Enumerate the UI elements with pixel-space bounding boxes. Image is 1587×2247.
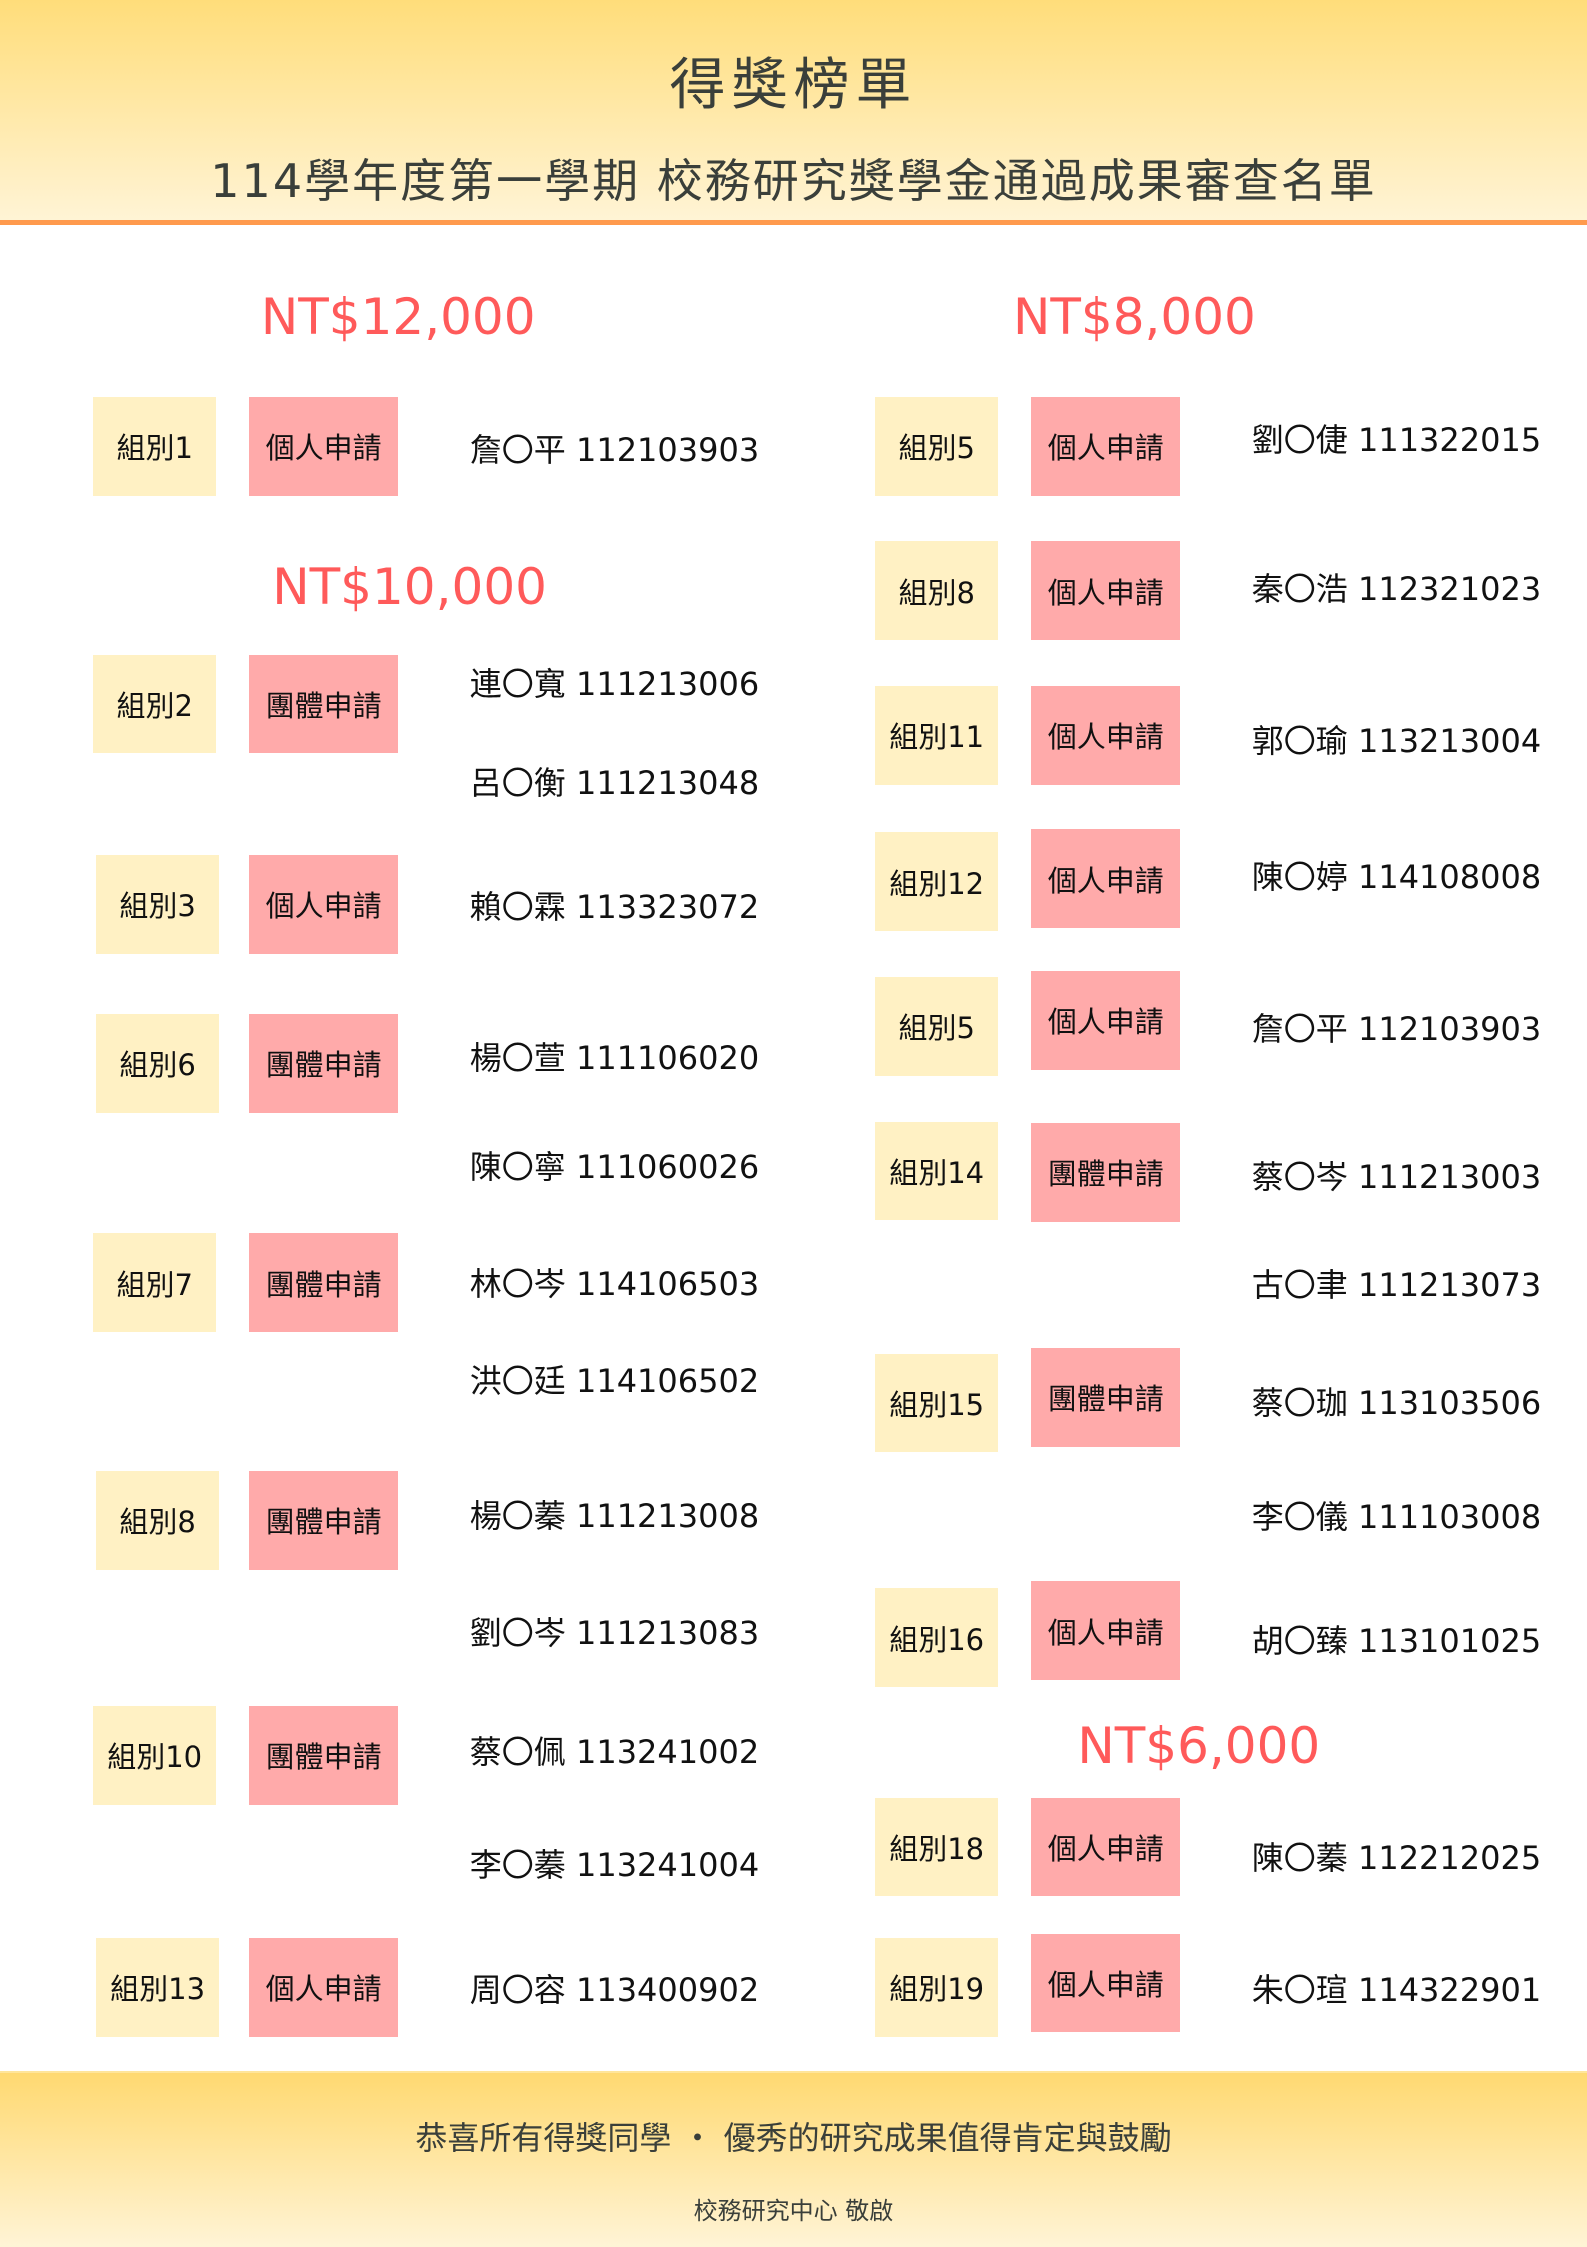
application-type-badge: 個人申請	[1031, 1581, 1181, 1681]
application-type-badge: 個人申請	[1031, 1933, 1181, 2033]
recipient-name: 蔡〇珈 113103506	[1251, 1383, 1542, 1422]
application-type-badge: 團體申請	[249, 1471, 399, 1570]
group-label: 組別7	[93, 1233, 217, 1332]
recipient-name: 詹〇平 112103903	[469, 431, 760, 470]
recipient-name: 秦〇浩 112321023	[1251, 570, 1542, 609]
application-type-badge: 個人申請	[1031, 686, 1181, 785]
application-type-badge: 個人申請	[1031, 396, 1181, 496]
recipient-name: 周〇容 113400902	[469, 1971, 760, 2009]
group-label: 組別1	[93, 396, 217, 496]
application-type-badge: 團體申請	[249, 1014, 399, 1113]
recipient-name: 詹〇平 112103903	[1251, 1010, 1542, 1048]
application-type-badge: 個人申請	[249, 396, 399, 496]
header-divider	[0, 220, 1587, 225]
recipient-name: 朱〇瑄 114322901	[1251, 1971, 1542, 2009]
recipient-name: 李〇儀 111103008	[1251, 1498, 1542, 1537]
group-label: 組別18	[875, 1797, 999, 1897]
group-label: 組別19	[875, 1937, 999, 2037]
group-label: 組別13	[96, 1937, 220, 2037]
application-type-badge: 個人申請	[1031, 829, 1181, 929]
group-label: 組別8	[96, 1471, 220, 1570]
group-label: 組別12	[875, 832, 999, 931]
application-type-badge: 團體申請	[249, 1233, 399, 1332]
group-label: 組別2	[93, 654, 217, 754]
group-label: 組別16	[875, 1588, 999, 1688]
group-label: 組別14	[875, 1121, 999, 1221]
recipient-name: 賴〇霖 113323072	[469, 888, 760, 927]
recipient-name: 洪〇廷 114106502	[469, 1362, 760, 1401]
group-label: 組別15	[875, 1353, 999, 1453]
award-amount-heading: NT$6,000	[1077, 1717, 1321, 1775]
application-type-badge: 團體申請	[1031, 1347, 1181, 1447]
group-label: 組別8	[875, 541, 999, 641]
footer-band	[0, 2071, 1587, 2247]
page-subtitle: 114學年度第一學期 校務研究獎學金通過成果審查名單	[210, 154, 1377, 208]
footer-message: 恭喜所有得獎同學 ・ 優秀的研究成果值得肯定與鼓勵	[415, 2119, 1172, 2157]
recipient-name: 蔡〇岑 111213003	[1251, 1157, 1542, 1196]
recipient-name: 蔡〇佩 113241002	[469, 1733, 760, 1772]
recipient-name: 楊〇萱 111106020	[469, 1038, 760, 1077]
recipient-name: 李〇蓁 113241004	[469, 1846, 760, 1885]
recipient-name: 連〇寬 111213006	[469, 664, 760, 703]
application-type-badge: 個人申請	[249, 1937, 399, 2037]
application-type-badge: 個人申請	[1031, 971, 1181, 1070]
group-label: 組別11	[875, 686, 999, 785]
application-type-badge: 團體申請	[249, 654, 399, 754]
recipient-name: 劉〇倢 111322015	[1251, 421, 1542, 460]
recipient-name: 郭〇瑜 113213004	[1251, 722, 1542, 761]
application-type-badge: 個人申請	[1031, 541, 1181, 641]
award-amount-heading: NT$10,000	[272, 558, 547, 617]
group-label: 組別10	[93, 1705, 217, 1805]
footer-signature: 校務研究中心 敬啟	[693, 2197, 894, 2225]
application-type-badge: 個人申請	[249, 855, 399, 954]
application-type-badge: 團體申請	[1031, 1122, 1181, 1222]
recipient-name: 陳〇婷 114108008	[1251, 858, 1542, 897]
group-label: 組別6	[96, 1014, 220, 1113]
recipient-name: 胡〇臻 113101025	[1251, 1621, 1542, 1660]
group-label: 組別5	[875, 976, 999, 1076]
group-label: 組別5	[875, 396, 999, 496]
recipient-name: 呂〇衡 111213048	[469, 763, 760, 802]
recipient-name: 劉〇岑 111213083	[469, 1614, 760, 1653]
recipient-name: 陳〇寧 111060026	[469, 1147, 760, 1186]
recipient-name: 楊〇蓁 111213008	[469, 1497, 760, 1535]
recipient-name: 林〇岑 114106503	[469, 1264, 760, 1303]
application-type-badge: 團體申請	[249, 1705, 399, 1805]
recipient-name: 古〇聿 111213073	[1251, 1266, 1542, 1305]
award-amount-heading: NT$8,000	[1012, 287, 1256, 346]
group-label: 組別3	[96, 855, 220, 954]
recipient-name: 陳〇蓁 112212025	[1251, 1839, 1542, 1878]
header-band	[0, 0, 1587, 222]
application-type-badge: 個人申請	[1031, 1797, 1181, 1897]
page-title: 得獎榜單	[669, 53, 918, 118]
award-amount-heading: NT$12,000	[260, 287, 536, 346]
